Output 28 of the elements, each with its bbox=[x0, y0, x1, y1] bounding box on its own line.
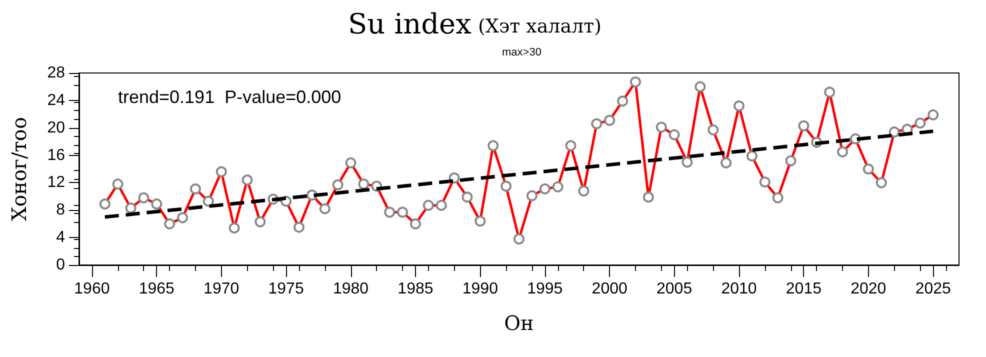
x-tick-label: 2005 bbox=[656, 280, 692, 298]
text: max>30 bbox=[502, 46, 542, 58]
x-tick-label: 1990 bbox=[462, 280, 498, 298]
y-tick-label: 20 bbox=[47, 119, 66, 136]
y-tick-label: 4 bbox=[56, 229, 66, 246]
x-tick-label: 1995 bbox=[527, 280, 563, 298]
x-tick-label: 1980 bbox=[332, 280, 369, 298]
y-tick-label: 16 bbox=[47, 146, 66, 164]
x-tick-label: 2020 bbox=[850, 280, 886, 298]
y-tick-label: 24 bbox=[47, 92, 66, 109]
x-tick-label: 2000 bbox=[592, 280, 628, 298]
chart-subtitle: (Хэт халалт) bbox=[478, 16, 602, 38]
x-tick-label: 1970 bbox=[204, 280, 240, 298]
x-tick-label: 2015 bbox=[786, 280, 822, 298]
x-tick-label: 1965 bbox=[138, 280, 175, 298]
y-tick-label: 28 bbox=[47, 64, 66, 82]
y-tick-label: 8 bbox=[56, 202, 66, 219]
x-tick-label: 2025 bbox=[915, 280, 952, 298]
x-tick-label: 1975 bbox=[268, 280, 304, 298]
x-axis-title: Он bbox=[504, 311, 534, 335]
x-tick-label: 1960 bbox=[74, 280, 110, 298]
x-tick-label: 1985 bbox=[398, 280, 434, 298]
annotation: trend=0.191 P-value=0.000 bbox=[118, 87, 342, 107]
y-tick-label: 12 bbox=[47, 174, 66, 192]
y-tick-label: 0 bbox=[56, 256, 66, 274]
x-tick-label: 2010 bbox=[721, 280, 757, 298]
chart-title: Su index bbox=[348, 8, 472, 40]
y-axis-title: Хоног/тоо bbox=[7, 116, 31, 222]
